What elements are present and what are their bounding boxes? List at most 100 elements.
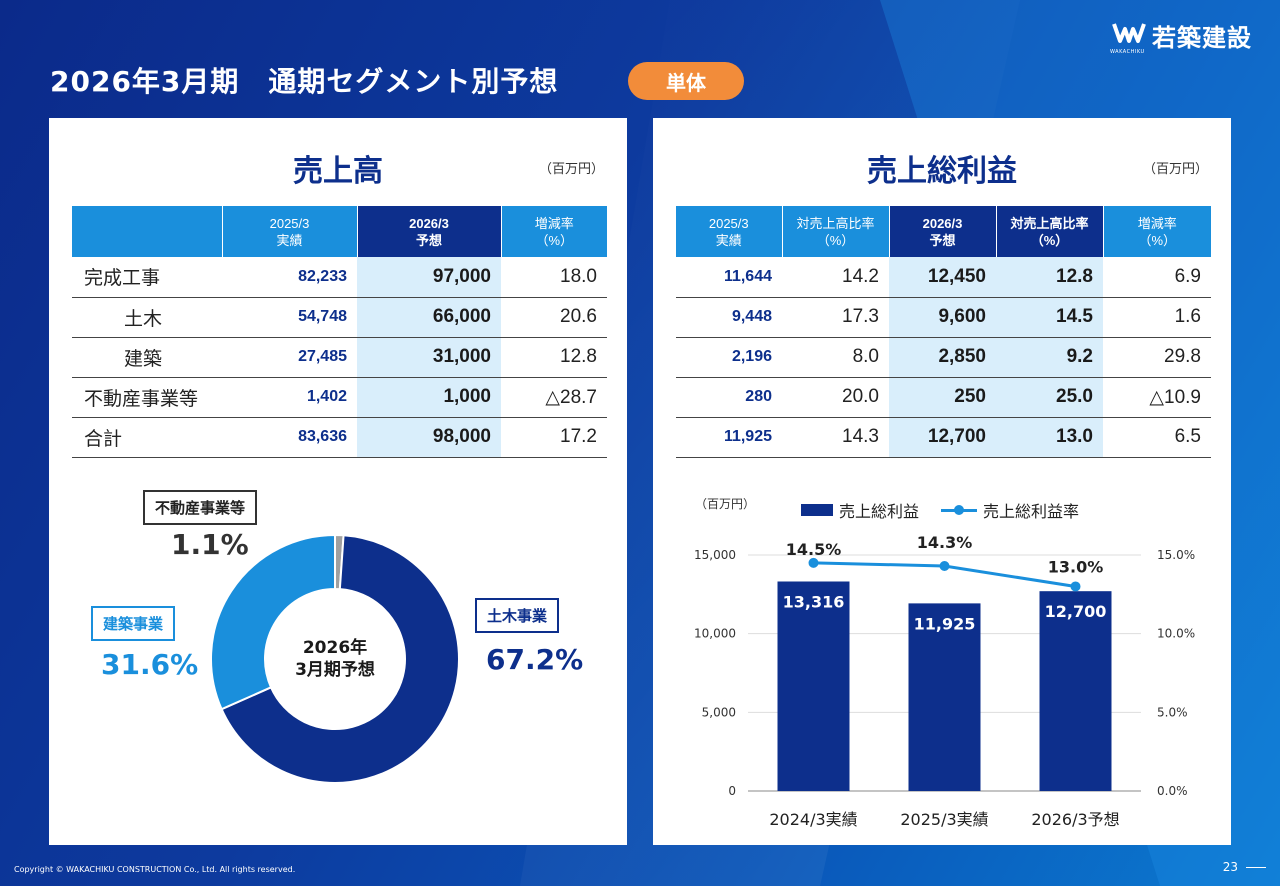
page-title: 2026年3月期 通期セグメント別予想 [50,65,559,98]
x-tick-label: 2024/3実績 [769,810,857,829]
change-rate: 12.8 [501,337,607,378]
prev-ratio: 17.3 [782,297,889,338]
rate-point [808,557,819,568]
segment-pct-building: 31.6% [101,648,199,681]
change-rate: △28.7 [501,377,607,418]
row-label: 土木 [72,297,222,338]
y2-tick-label: 5.0% [1157,705,1188,719]
bar-data-label: 12,700 [1045,602,1107,621]
logo-text: 若築建設 [1152,24,1252,52]
prev-value: 280 [676,377,782,418]
y2-tick-label: 15.0% [1157,548,1195,562]
gross-profit-panel: 売上総利益 （百万円） 2025/3 実績 対売上高比率 （%） 2026/3 … [653,118,1231,845]
gp-col-header: 2025/3 実績 [676,206,783,257]
sales-table: 2025/3 実績 2026/3 予想 増減率 （%） 完成工事 82,233 97… [72,206,607,458]
chart-legend: 売上総利益 売上総利益率 [801,498,1079,522]
change-rate: 6.5 [1103,417,1211,458]
y2-tick-label: 10.0% [1157,627,1195,641]
prev-value: 11,925 [676,417,782,458]
y-tick-label: 5,000 [702,705,736,719]
row-label: 建築 [72,337,222,378]
sales-title: 売上高 [293,154,383,189]
forecast-value: 66,000 [357,297,501,338]
gp-col-header: 対売上高比率 （%） [782,206,890,257]
change-rate: 1.6 [1103,297,1211,338]
change-rate: △10.9 [1103,377,1211,418]
gp-row: 11,644 14.2 12,450 12.8 6.9 [676,257,1211,298]
prev-value: 82,233 [222,257,357,298]
y-axis-unit: （百万円） [695,497,755,511]
sales-row: 完成工事 82,233 97,000 18.0 [72,257,607,298]
gross-profit-unit: （百万円） [1143,162,1209,177]
change-rate: 18.0 [501,257,607,298]
legend-label: 売上総利益率 [983,502,1080,521]
forecast-ratio: 14.5 [996,297,1103,338]
segment-pct-civil: 67.2% [486,643,584,676]
donut-slice [220,534,460,784]
sales-col-header [72,206,223,257]
legend-item-bar: 売上総利益 [801,498,919,522]
sales-row: 建築 27,485 31,000 12.8 [72,337,607,378]
donut-slice [210,533,336,711]
sales-col-header: 2025/3 実績 [222,206,358,257]
gross-profit-chart: （百万円） 0 5,000 10,000 15,000 0.0% 5.0% 10.0% 15.0… [694,497,1195,829]
sales-col-header: 増減率 （%） [501,206,607,257]
legend-label: 売上総利益 [839,502,920,521]
segment-donut-chart: 2026年 3月期予想 [209,533,461,785]
sales-panel: 売上高 （百万円） 2025/3 実績 2026/3 予想 増減率 （%） 完成… [49,118,627,845]
change-rate: 20.6 [501,297,607,338]
y2-tick-label: 0.0% [1157,784,1188,798]
forecast-value: 12,700 [889,417,996,458]
forecast-value: 250 [889,377,996,418]
segment-label-building: 建築事業 [91,606,176,641]
change-rate: 29.8 [1103,337,1211,378]
forecast-ratio: 12.8 [996,257,1103,298]
gp-row: 280 20.0 250 25.0 △10.9 [676,377,1211,418]
prev-ratio: 20.0 [782,377,889,418]
forecast-value: 1,000 [357,377,501,418]
bar [777,581,850,791]
x-tick-label: 2026/3予想 [1031,810,1119,829]
bar [908,603,981,791]
change-rate: 6.9 [1103,257,1211,298]
forecast-value: 9,600 [889,297,996,338]
gross-profit-table: 2025/3 実績 対売上高比率 （%） 2026/3 予想 対売上高比率 （%… [676,206,1211,458]
forecast-value: 2,850 [889,337,996,378]
bar-data-label: 11,925 [914,614,976,633]
sales-row: 合計 83,636 98,000 17.2 [72,417,607,458]
y-tick-label: 0 [728,784,736,798]
prev-ratio: 8.0 [782,337,889,378]
sales-row: 土木 54,748 66,000 20.6 [72,297,607,338]
sales-row: 不動産事業等 1,402 1,000 △28.7 [72,377,607,418]
segment-pct-realestate: 1.1% [171,528,249,561]
segment-label-realestate: 不動産事業等 [143,490,258,525]
row-label: 合計 [72,417,222,458]
forecast-ratio: 13.0 [996,417,1103,458]
gp-row: 2,196 8.0 2,850 9.2 29.8 [676,337,1211,378]
rate-point [939,561,950,572]
rate-data-label: 14.3% [917,533,973,552]
prev-value: 1,402 [222,377,357,418]
logo-subtext: WAKACHIKU [1110,48,1145,55]
row-label: 完成工事 [72,257,222,298]
logo-mark-icon: WAKACHIKU [1110,21,1146,55]
prev-ratio: 14.2 [782,257,889,298]
change-rate: 17.2 [501,417,607,458]
prev-ratio: 14.3 [782,417,889,458]
gross-profit-title: 売上総利益 [867,154,1017,189]
sales-unit: （百万円） [539,162,605,177]
forecast-ratio: 9.2 [996,337,1103,378]
forecast-value: 98,000 [357,417,501,458]
segment-label-civil: 土木事業 [475,598,560,633]
prev-value: 83,636 [222,417,357,458]
gp-col-header: 増減率 （%） [1103,206,1211,257]
prev-value: 27,485 [222,337,357,378]
gp-col-header: 2026/3 予想 [889,206,997,257]
bar-data-label: 13,316 [783,592,845,611]
prev-value: 11,644 [676,257,782,298]
legend-bar-swatch [801,504,833,516]
gp-row: 11,925 14.3 12,700 13.0 6.5 [676,417,1211,458]
donut-svg [210,533,460,784]
rate-data-label: 13.0% [1048,557,1104,576]
x-tick-label: 2025/3実績 [900,810,988,829]
